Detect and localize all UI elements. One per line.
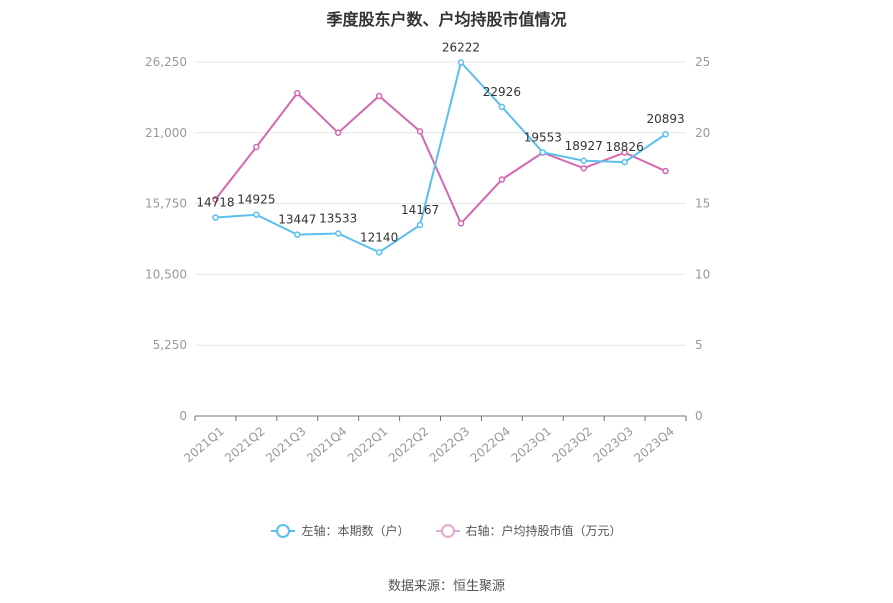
left-axis-tick-label: 15,750	[145, 197, 187, 211]
left-series-data-label: 13447	[278, 213, 316, 227]
legend-label-right: 右轴：户均持股市值（万元）	[465, 524, 622, 538]
data-source-note: 数据来源：恒生聚源	[387, 579, 505, 594]
right-series-line	[214, 91, 666, 226]
left-series-point	[375, 249, 383, 256]
right-series-point	[334, 129, 342, 137]
x-axis-tick-label: 2023Q2	[550, 424, 595, 465]
right-axis-tick-label: 20	[695, 126, 710, 140]
left-series-data-label: 18826	[606, 140, 644, 154]
x-axis-tick-label: 2021Q1	[181, 424, 226, 465]
x-axis-tick-label: 2023Q4	[631, 424, 676, 465]
x-axis-tick-label: 2023Q1	[509, 424, 554, 465]
x-axis-tick-label: 2021Q4	[304, 424, 349, 465]
right-axis-tick-label: 15	[695, 197, 710, 211]
left-axis-tick-label: 0	[179, 409, 187, 423]
right-axis-tick-label: 0	[695, 409, 703, 423]
right-series-point	[253, 143, 260, 151]
left-series-data-label: 14718	[196, 196, 234, 210]
left-series-point	[539, 149, 547, 156]
left-axis-tick-label: 21,000	[145, 126, 187, 140]
legend-swatch-right	[435, 523, 460, 538]
x-axis-tick-label: 2023Q3	[590, 424, 635, 465]
left-series-data-label: 14167	[401, 203, 439, 217]
left-series-data-label: 26222	[442, 40, 480, 54]
right-series-point	[294, 89, 301, 97]
right-series-point	[416, 128, 424, 135]
left-axis-tick-label: 5,250	[153, 338, 187, 352]
left-series-line	[215, 60, 667, 254]
chart-legend: 左轴：本期数（户） 右轴：户均持股市值（万元）	[0, 522, 893, 539]
x-axis-tick-label: 2022Q1	[345, 424, 390, 465]
left-series-data-label: 18927	[565, 139, 603, 153]
right-axis-tick-label: 5	[695, 338, 703, 352]
left-series-point	[662, 130, 669, 138]
left-series-data-label: 14925	[237, 193, 275, 207]
right-series-point	[662, 167, 669, 175]
x-axis-tick-label: 2022Q4	[468, 424, 513, 465]
left-series-point	[621, 158, 628, 166]
left-series-data-label: 20893	[646, 112, 684, 126]
legend-item-left-series[interactable]: 左轴：本期数（户）	[271, 522, 410, 539]
left-series-data-label: 12140	[360, 230, 398, 244]
right-series-point	[580, 164, 587, 172]
right-series-point	[457, 220, 465, 227]
right-axis-tick-label: 10	[695, 267, 710, 281]
left-series-data-label: 19553	[524, 130, 562, 144]
left-axis-tick-label: 10,500	[145, 267, 187, 281]
x-axis-tick-label: 2022Q3	[427, 424, 472, 465]
right-series-point	[498, 176, 506, 183]
left-series-point	[580, 157, 587, 165]
chart-title: 季度股东户数、户均持股市值情况	[326, 10, 567, 29]
x-axis-tick-label: 2021Q2	[222, 424, 267, 465]
right-axis-tick-label: 25	[695, 55, 710, 69]
x-axis-tick-label: 2022Q2	[386, 424, 431, 465]
right-series-point	[212, 196, 219, 203]
right-series-point	[621, 149, 628, 156]
x-axis-tick-label: 2021Q3	[263, 424, 308, 465]
legend-swatch-left	[271, 523, 296, 538]
left-series-point	[212, 214, 219, 221]
legend-item-right-series[interactable]: 右轴：户均持股市值（万元）	[435, 522, 622, 539]
chart-plot: 0 0 5,250 5 10,500 10 15,750 15 21,000 20 26,250 25…	[145, 40, 710, 465]
left-series-point	[457, 59, 465, 66]
left-axis-tick-label: 26,250	[145, 55, 187, 69]
left-series-point	[416, 221, 424, 229]
left-series-data-label: 22926	[483, 85, 521, 99]
left-series-data-label: 13533	[319, 211, 357, 225]
legend-label-left: 左轴：本期数（户）	[301, 524, 410, 538]
left-series-point	[334, 230, 342, 237]
right-series-point	[375, 92, 383, 100]
left-series-point	[294, 231, 301, 238]
left-series-point	[498, 103, 506, 111]
left-series-point	[253, 211, 260, 218]
